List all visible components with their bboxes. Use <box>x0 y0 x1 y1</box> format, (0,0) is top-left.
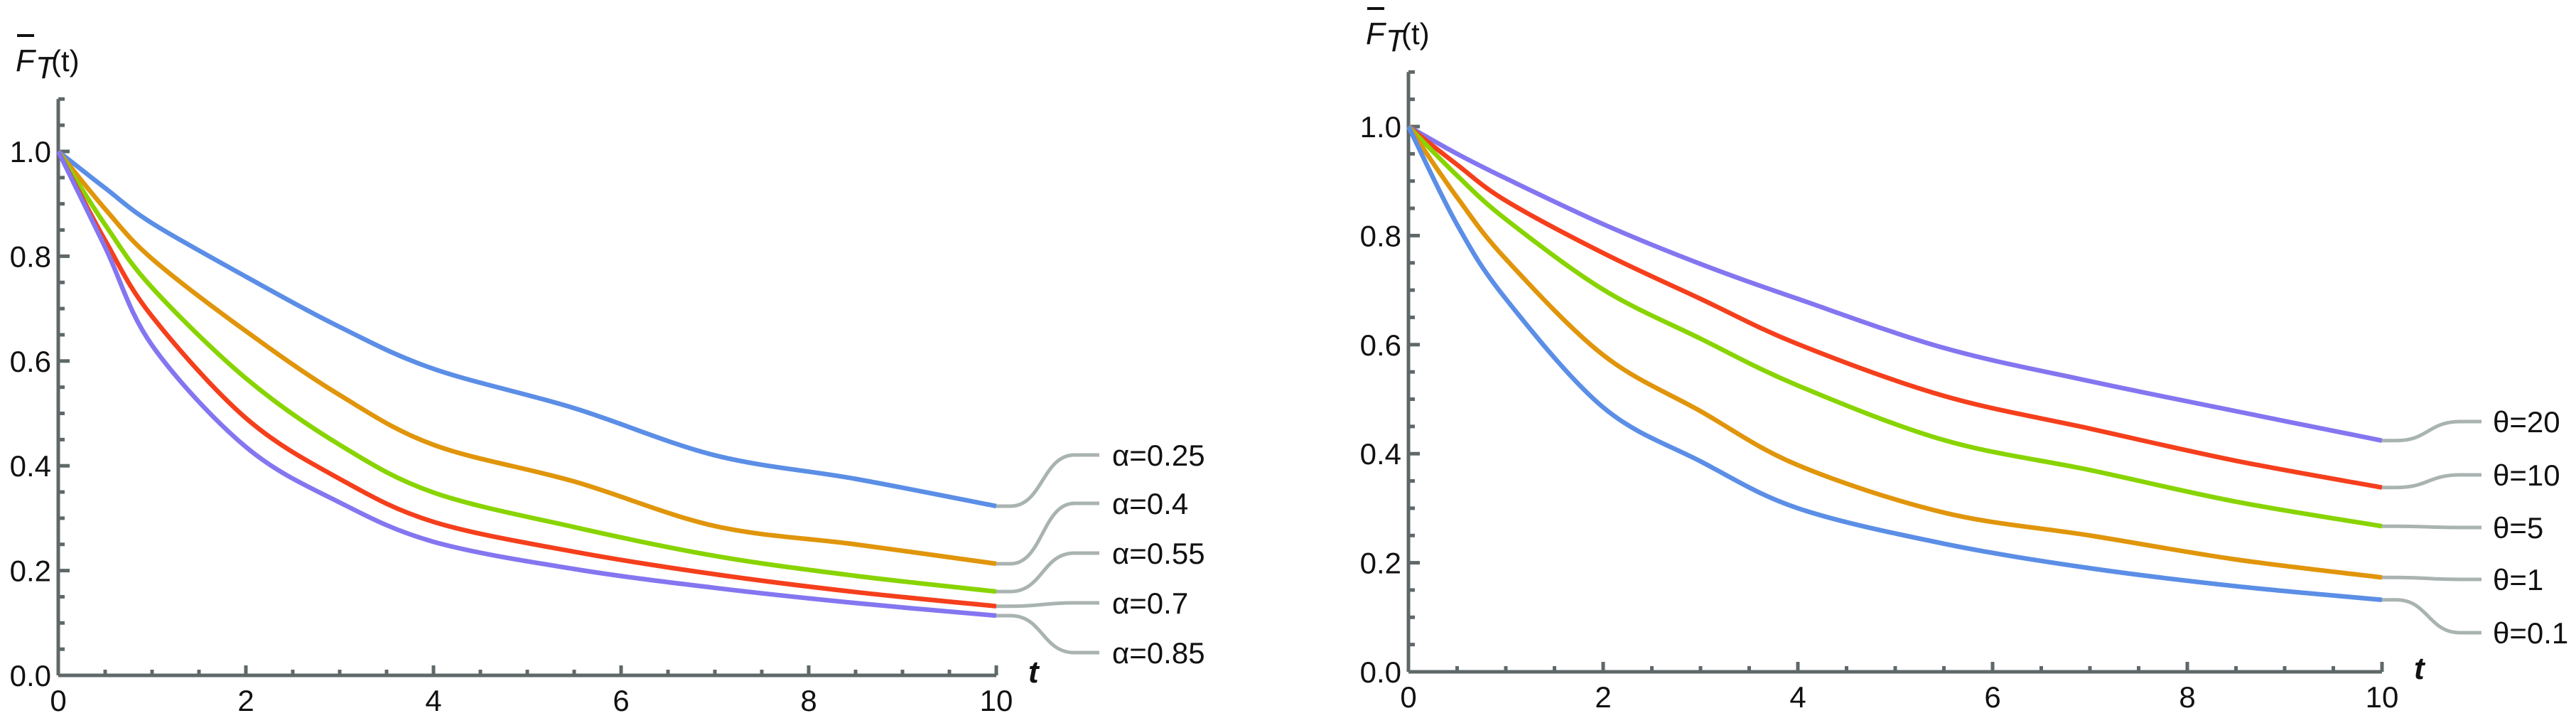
series-leader-line <box>996 614 1099 655</box>
series-leader-line <box>996 551 1099 594</box>
x-tick-label: 2 <box>1595 680 1611 714</box>
series-leader-line <box>2382 598 2481 635</box>
x-axis-label: t <box>2414 651 2426 686</box>
y-tick-label: 0.0 <box>1360 655 1401 689</box>
series-label: α=0.4 <box>1112 487 1188 520</box>
x-tick-label: 8 <box>800 684 817 717</box>
y-tick-label: 0.8 <box>10 240 51 273</box>
series-line-0 <box>1407 124 2383 443</box>
y-axis-label: F T(t) <box>16 34 80 85</box>
y-tick-label: 0.6 <box>10 345 51 378</box>
series-line-2 <box>1406 124 2383 529</box>
y-tick-label: 0.2 <box>10 555 51 588</box>
y-label-argument: (t) <box>51 44 80 77</box>
x-tick-label: 8 <box>2179 680 2195 714</box>
x-tick-label: 4 <box>425 684 441 717</box>
y-axis-label: F T(t) <box>1366 7 1430 58</box>
x-tick-label: 10 <box>980 684 1013 717</box>
x-tick-label: 4 <box>1789 680 1806 714</box>
left-chart-alpha: 0 2 4 6 8 10 0.0 0.2 0.4 0.6 0.8 1.0 t F T(t) α=0.25 α=0… <box>10 34 1205 717</box>
series-leader-line <box>996 453 1099 508</box>
series-label: θ=20 <box>2493 405 2560 439</box>
y-tick-label: 0.4 <box>10 449 51 483</box>
y-tick-label: 0.0 <box>10 659 51 692</box>
series-leader-line <box>2382 575 2481 582</box>
x-axis-label: t <box>1028 655 1040 690</box>
series-leader-line <box>2382 419 2481 443</box>
y-label-argument: (t) <box>1401 17 1430 50</box>
series-leader-line <box>996 601 1099 609</box>
series-leader-line <box>2382 473 2481 490</box>
series-label: θ=0.1 <box>2493 616 2568 650</box>
y-tick-label: 0.2 <box>1360 547 1401 580</box>
x-tick-label: 2 <box>237 684 254 717</box>
y-label-main: F <box>1366 16 1386 51</box>
series-line-1 <box>1406 124 2383 490</box>
series-line-1 <box>56 149 997 567</box>
y-label-subscript: T <box>1386 23 1407 58</box>
y-tick-label: 0.8 <box>1360 219 1401 252</box>
series-line-2 <box>56 150 997 594</box>
y-label-main: F <box>16 43 36 78</box>
series-line-3 <box>1406 125 2383 580</box>
y-tick-label: 1.0 <box>1360 110 1401 144</box>
series-line-0 <box>56 149 997 509</box>
right-chart-theta: 0 2 4 6 8 10 0.0 0.2 0.4 0.6 0.8 1.0 t F T(t) θ=20 θ=10 θ… <box>1360 7 2568 714</box>
series-label: α=0.25 <box>1112 439 1205 472</box>
y-tick-label: 1.0 <box>10 135 51 168</box>
series-label: α=0.85 <box>1112 636 1205 670</box>
series-line-4 <box>1406 125 2383 602</box>
x-tick-label: 6 <box>1984 680 2000 714</box>
series-line-4 <box>56 150 997 618</box>
series-line-3 <box>56 150 997 609</box>
y-tick-label: 0.4 <box>1360 437 1401 471</box>
x-tick-label: 6 <box>613 684 629 717</box>
series-label: α=0.7 <box>1112 587 1188 620</box>
y-label-subscript: T <box>36 50 57 85</box>
series-leader-line <box>996 501 1099 566</box>
series-label: θ=1 <box>2493 563 2543 596</box>
x-tick-label: 0 <box>50 684 66 717</box>
x-tick-label: 0 <box>1400 680 1416 714</box>
x-tick-label: 10 <box>2366 680 2399 714</box>
series-leader-line <box>2382 524 2481 530</box>
series-label: θ=10 <box>2493 459 2560 492</box>
series-label: θ=5 <box>2493 511 2543 545</box>
series-label: α=0.55 <box>1112 537 1205 570</box>
y-tick-label: 0.6 <box>1360 328 1401 362</box>
